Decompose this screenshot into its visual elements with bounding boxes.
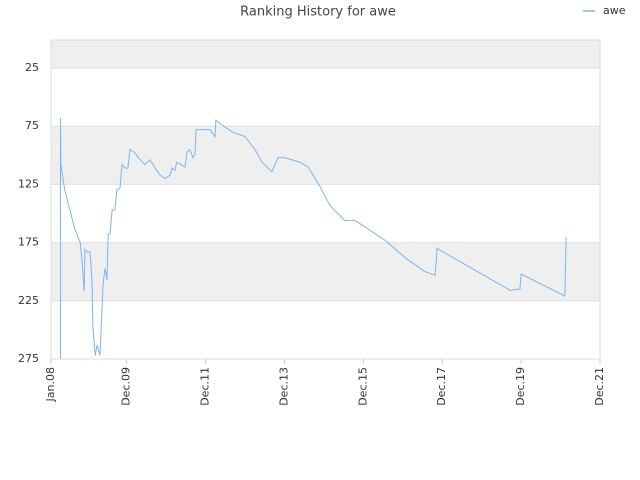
x-tick-label: Dec.11: [199, 367, 212, 406]
y-tick-label: 225: [18, 294, 39, 307]
plot-band: [51, 184, 600, 243]
x-tick-label: Jan.08: [44, 367, 57, 402]
y-tick-label: 275: [18, 352, 39, 365]
x-tick-label: Dec.17: [435, 367, 448, 406]
y-tick-label: 25: [25, 61, 39, 74]
plot-band: [51, 126, 600, 185]
plot-band: [51, 300, 600, 359]
x-tick-label: Dec.09: [120, 367, 133, 406]
x-tick-label: Dec.19: [514, 367, 527, 406]
y-tick-label: 125: [18, 177, 39, 190]
x-tick-label: Dec.21: [593, 367, 606, 406]
chart-title: Ranking History for awe: [240, 5, 396, 20]
x-tick-label: Dec.13: [277, 367, 290, 406]
plot-band: [51, 40, 600, 68]
plot-band: [51, 67, 600, 127]
plot-border: [50, 39, 601, 360]
data-line: [59, 117, 567, 359]
y-tick-label: 75: [25, 119, 39, 132]
x-tick-label: Dec.15: [356, 367, 369, 406]
legend-label: awe: [603, 4, 626, 17]
y-tick-label: 175: [18, 236, 39, 249]
plot-band: [51, 242, 600, 301]
